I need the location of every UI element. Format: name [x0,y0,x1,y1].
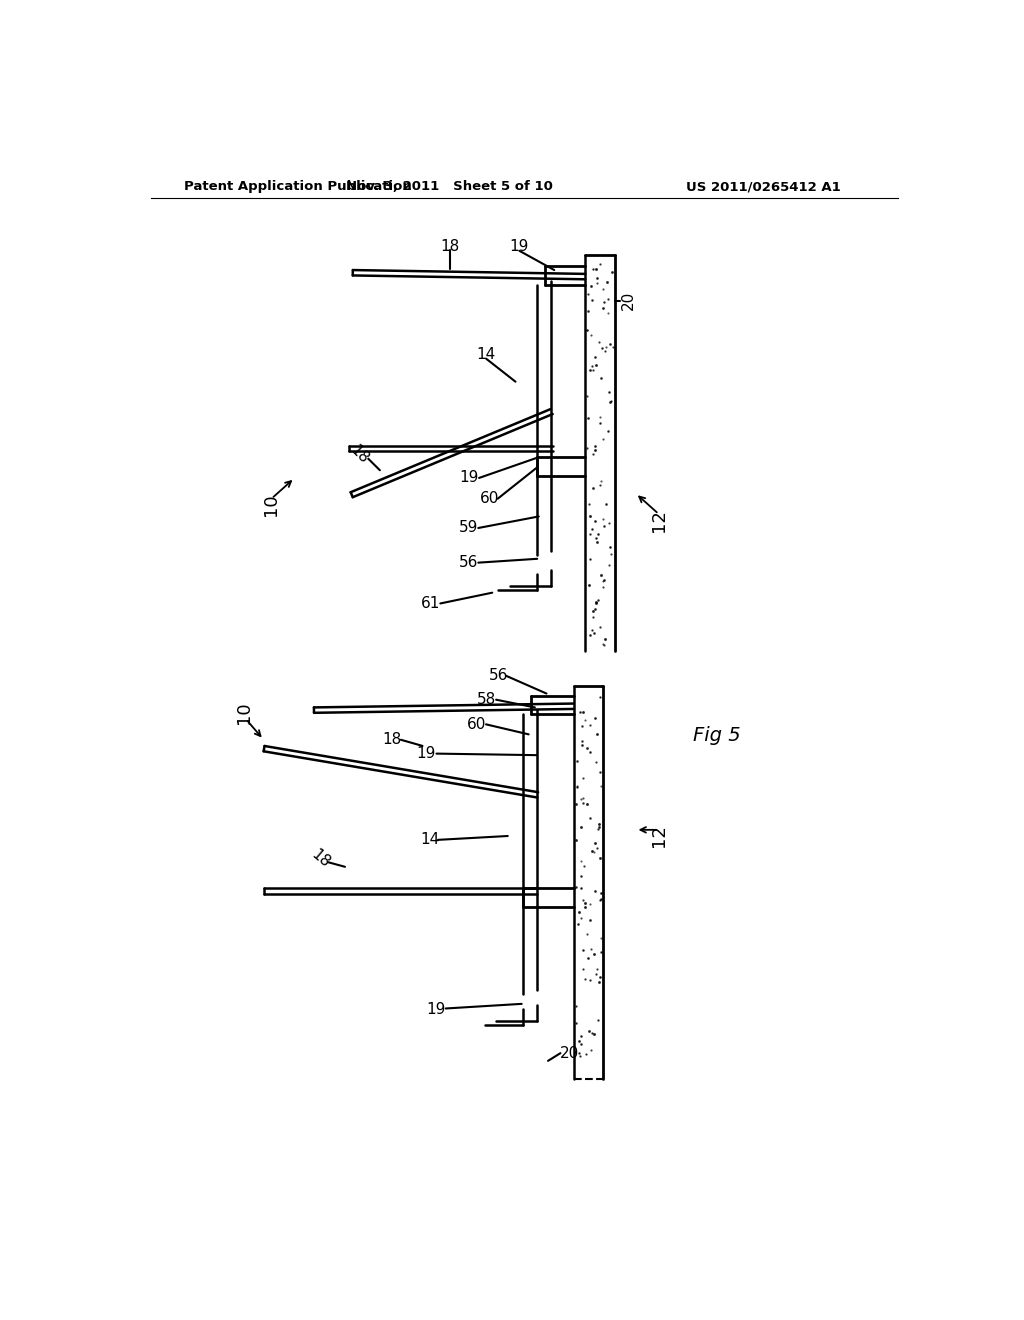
Text: 58: 58 [476,692,496,708]
Text: 12: 12 [650,510,668,532]
Text: 19: 19 [460,470,478,486]
Text: 20: 20 [560,1045,580,1061]
Text: 56: 56 [460,556,478,570]
Text: 10: 10 [262,494,281,516]
Text: 18: 18 [382,733,401,747]
Text: 60: 60 [480,491,500,507]
Text: 18: 18 [440,239,459,255]
Text: 19: 19 [417,746,436,762]
Text: 59: 59 [460,520,478,536]
Text: 19: 19 [427,1002,446,1016]
Text: US 2011/0265412 A1: US 2011/0265412 A1 [686,181,841,194]
Text: 60: 60 [467,717,486,731]
Text: 19: 19 [510,239,529,255]
Text: 14: 14 [421,833,440,847]
Text: Fig 5: Fig 5 [693,726,740,746]
Text: 14: 14 [476,347,496,362]
Text: 10: 10 [236,701,253,725]
Text: 18: 18 [308,847,333,871]
Text: 56: 56 [488,668,508,684]
Text: 20: 20 [621,292,635,310]
Text: 61: 61 [421,595,440,611]
Text: Patent Application Publication: Patent Application Publication [183,181,412,194]
Text: 12: 12 [650,825,668,847]
Text: 18: 18 [347,442,371,467]
Text: Nov. 3, 2011   Sheet 5 of 10: Nov. 3, 2011 Sheet 5 of 10 [346,181,553,194]
